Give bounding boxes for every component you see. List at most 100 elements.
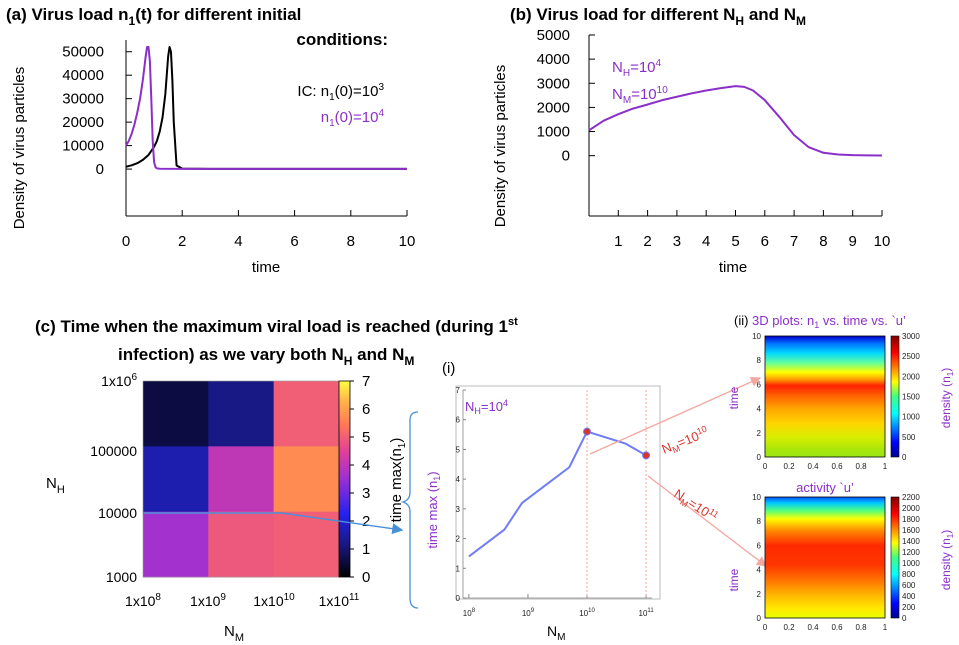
- x-tick-base: 1x10: [190, 593, 221, 609]
- x-tick-exponent: 10: [284, 592, 296, 603]
- x-tick-label: 1: [883, 462, 888, 471]
- x-tick-exponent: 10: [588, 608, 595, 614]
- y-tick-label: 10000: [98, 505, 137, 521]
- heatmap-cell: [273, 511, 340, 578]
- y-tick-exponent: 6: [131, 372, 137, 383]
- panel-ii-bottom-colorbar-ticks: 0 200 400 600 800 1000 1200 1400 1600 1800 2000 220…: [902, 493, 920, 623]
- panel-c-colorbar: [338, 380, 351, 578]
- x-tick-label: 10: [399, 233, 416, 250]
- panel-c-colorbar-label: time max(n1): [388, 438, 408, 523]
- arrow-label-nm10: NM=1010: [659, 424, 711, 459]
- x-tick-label: 7: [790, 233, 798, 250]
- y-tick-label: 5: [456, 445, 461, 454]
- panel-b-title: (b) Virus load for different NH and NM: [510, 5, 806, 28]
- heatmap-cell: [208, 446, 275, 513]
- y-tick-base: 100000: [90, 443, 137, 459]
- x-tick-exponent: 9: [531, 608, 535, 614]
- x-tick-label: 4: [702, 233, 710, 250]
- x-tick-base: 1x10: [253, 593, 284, 609]
- heatmap-cell: [143, 511, 209, 578]
- x-tick-label: 1x108: [125, 592, 161, 609]
- panel-i-label: (i): [442, 360, 455, 377]
- panel-ii-bottom-heatmap: [765, 497, 885, 618]
- arrow-to-top-heatmap: [589, 376, 762, 455]
- y-tick-label: 5000: [537, 27, 570, 44]
- x-tick-label: 0.2: [783, 462, 795, 471]
- panel-a-legend-black: IC: n1(0)=103: [297, 82, 384, 103]
- y-tick-label: 20000: [62, 114, 104, 131]
- panel-ii: (ii) 3D plots: n1 vs. time vs. `u’ 0 0.2 0…: [727, 313, 955, 632]
- colorbar-tick-label: 400: [902, 592, 916, 601]
- colorbar-tick-label: 500: [902, 433, 916, 442]
- panel-c-colorbar-ticks: 0 1 2 3 4 5 6 7: [350, 373, 370, 586]
- colorbar-tick-label: 600: [902, 581, 916, 590]
- panel-b: (b) Virus load for different NH and NM D…: [492, 5, 890, 276]
- heatmap-cell: [143, 381, 209, 447]
- colorbar-tick-label: 2: [362, 513, 370, 530]
- panel-ii-bottom-cblabel: density (n1): [939, 530, 955, 590]
- heatmap-cell: [273, 381, 340, 447]
- x-tick-exponent: 8: [472, 608, 476, 614]
- colorbar-tick-label: 1200: [902, 548, 920, 557]
- x-tick-label: 8: [347, 233, 355, 250]
- series-line-1: [125, 46, 407, 170]
- panel-a-title: (a) Virus load n1(t) for different initi…: [6, 5, 301, 28]
- panel-b-series: [588, 85, 883, 157]
- x-tick-base: 10: [522, 609, 531, 618]
- y-tick-label: 4000: [537, 51, 570, 68]
- y-tick-label: 6: [757, 380, 762, 389]
- x-tick-label: 8: [819, 233, 827, 250]
- panel-i-annotation: NH=104: [465, 398, 508, 416]
- x-tick-label: 10: [874, 233, 891, 250]
- colorbar-tick-label: 1000: [902, 413, 920, 422]
- colorbar-tick-label: 0: [902, 614, 907, 623]
- panel-c-heatmap: [142, 380, 340, 578]
- y-tick-label: 100000: [90, 443, 137, 459]
- colorbar-tick-label: 1: [362, 541, 370, 558]
- x-tick-label: 1: [614, 233, 622, 250]
- x-tick-exponent: 9: [220, 592, 226, 603]
- panel-i-xlabel: NM: [547, 623, 565, 643]
- x-tick-base: 1x10: [319, 593, 350, 609]
- x-tick-label: 0: [763, 623, 768, 632]
- x-tick-exponent: 11: [647, 608, 654, 614]
- series-line-0: [588, 85, 883, 157]
- panel-c-title-line2: infection) as we vary both NH and NM: [118, 345, 414, 368]
- panel-c: (c) Time when the maximum viral load is …: [35, 316, 518, 644]
- panel-ii-bottom-colorbar: [890, 496, 900, 619]
- y-tick-label: 0: [757, 614, 762, 623]
- x-tick-label: 0.6: [831, 462, 843, 471]
- y-tick-label: 2000: [537, 99, 570, 116]
- y-tick-label: 40000: [62, 67, 104, 84]
- panel-ii-top-ylabel: time: [727, 386, 741, 409]
- x-tick-label: 0.2: [783, 623, 795, 632]
- series-line-0: [125, 46, 407, 170]
- y-tick-label: 6: [757, 541, 762, 550]
- panel-b-annotation-nh: NH=104: [612, 58, 662, 79]
- x-tick-label: 0.6: [831, 623, 843, 632]
- heatmap-cell: [208, 511, 275, 578]
- y-tick-label: 6: [456, 416, 461, 425]
- x-tick-label: 1x1010: [253, 592, 295, 609]
- panel-c-ylabel: NH: [46, 475, 65, 496]
- panel-ii-top-colorbar: [890, 335, 900, 458]
- colorbar-tick-label: 2000: [902, 504, 920, 513]
- x-tick-label: 0.4: [807, 623, 819, 632]
- x-tick-label: 4: [234, 233, 242, 250]
- y-tick-label: 0: [562, 148, 570, 165]
- x-tick-label: 1010: [579, 608, 595, 618]
- heatmap-cell: [273, 446, 340, 513]
- y-tick-label: 0: [757, 453, 762, 462]
- panel-ii-top-cblabel: density (n1): [939, 368, 955, 428]
- panel-ii-bottom-frame: [764, 496, 886, 619]
- colorbar-tick-label: 2000: [902, 372, 920, 381]
- y-tick-label: 10: [752, 493, 761, 502]
- colorbar-tick-label: 3: [362, 485, 370, 502]
- y-tick-label: 4: [456, 475, 461, 484]
- y-tick-label: 3000: [537, 75, 570, 92]
- x-tick-exponent: 8: [155, 592, 161, 603]
